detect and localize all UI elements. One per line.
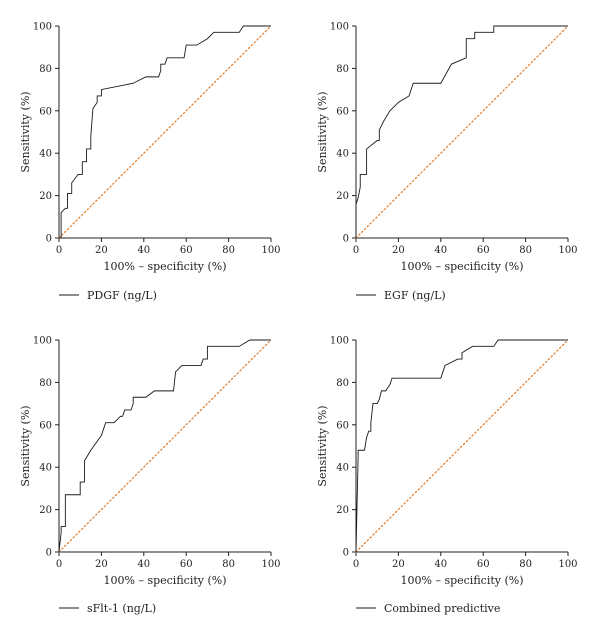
y-tick-label: 80 [39, 64, 52, 75]
reference-diagonal-line [58, 339, 272, 553]
legend-label: PDGF (ng/L) [87, 289, 157, 302]
reference-diagonal-line [58, 25, 272, 239]
x-tick-label: 100 [558, 245, 577, 256]
y-tick-label: 20 [39, 191, 52, 202]
reference-diagonal-line [355, 339, 569, 553]
x-tick-label: 60 [477, 245, 490, 256]
y-tick-label: 60 [336, 106, 349, 117]
x-tick-label: 40 [434, 245, 447, 256]
x-tick-label: 0 [56, 245, 62, 256]
y-tick-label: 60 [39, 420, 52, 431]
y-tick-label: 20 [336, 505, 349, 516]
y-tick-label: 60 [39, 106, 52, 117]
y-tick-label: 100 [33, 22, 52, 33]
y-axis-title: Sensitivity (%) [316, 91, 329, 172]
x-axis-title: 100% – specificity (%) [104, 260, 227, 273]
x-tick-label: 100 [261, 245, 280, 256]
y-axis-title: Sensitivity (%) [316, 405, 329, 486]
roc-curve-line [58, 339, 271, 553]
y-tick-label: 40 [336, 463, 349, 474]
y-tick-label: 40 [39, 149, 52, 160]
x-tick-label: 100 [558, 559, 577, 570]
chart-panel-sflt1: 0 20 40 60 80 100 0 20 40 60 80 100 100% – specifici… [19, 336, 281, 616]
y-tick-label: 100 [330, 22, 349, 33]
y-tick-label: 40 [39, 463, 52, 474]
y-tick-label: 20 [39, 505, 52, 516]
x-tick-label: 80 [222, 245, 235, 256]
chart-panel-pdgf: 0 20 40 60 80 100 0 20 40 60 80 100 100% – specifici… [19, 22, 281, 303]
y-tick-label: 80 [336, 378, 349, 389]
x-tick-label: 80 [222, 559, 235, 570]
roc-curve-line [59, 25, 271, 239]
legend-label: EGF (ng/L) [384, 289, 446, 302]
x-tick-label: 40 [137, 559, 150, 570]
roc-curve-line [355, 339, 568, 553]
x-tick-label: 40 [137, 245, 150, 256]
y-tick-label: 80 [39, 378, 52, 389]
legend-label: sFlt-1 (ng/L) [87, 602, 156, 615]
x-tick-label: 20 [95, 559, 108, 570]
x-axis-title: 100% – specificity (%) [401, 574, 524, 587]
y-axis-title: Sensitivity (%) [19, 91, 32, 172]
x-tick-label: 60 [477, 559, 490, 570]
x-tick-label: 40 [434, 559, 447, 570]
x-tick-label: 0 [353, 559, 359, 570]
y-tick-label: 0 [46, 548, 52, 559]
y-axis-title: Sensitivity (%) [19, 405, 32, 486]
x-tick-label: 0 [353, 245, 359, 256]
y-tick-label: 80 [336, 64, 349, 75]
x-tick-label: 20 [392, 559, 405, 570]
y-tick-label: 100 [330, 336, 349, 347]
y-tick-label: 0 [46, 234, 52, 245]
x-tick-label: 80 [519, 245, 532, 256]
y-tick-label: 20 [336, 191, 349, 202]
chart-panel-egf: 0 20 40 60 80 100 0 20 40 60 80 100 100% – specifici… [316, 22, 578, 303]
x-tick-label: 60 [180, 245, 193, 256]
x-tick-label: 80 [519, 559, 532, 570]
reference-diagonal-line [355, 25, 569, 239]
y-tick-label: 0 [343, 234, 349, 245]
x-tick-label: 60 [180, 559, 193, 570]
x-tick-label: 20 [95, 245, 108, 256]
y-tick-label: 60 [336, 420, 349, 431]
y-tick-label: 0 [343, 548, 349, 559]
roc-curve-line [355, 25, 568, 238]
x-tick-label: 20 [392, 245, 405, 256]
x-tick-label: 100 [261, 559, 280, 570]
x-axis-title: 100% – specificity (%) [104, 574, 227, 587]
chart-panel-combined: 0 20 40 60 80 100 0 20 40 60 80 100 100% – specifici… [316, 336, 578, 616]
y-tick-label: 100 [33, 336, 52, 347]
y-tick-label: 40 [336, 149, 349, 160]
x-tick-label: 0 [56, 559, 62, 570]
legend-label: Combined predictive [384, 602, 500, 615]
x-axis-title: 100% – specificity (%) [401, 260, 524, 273]
